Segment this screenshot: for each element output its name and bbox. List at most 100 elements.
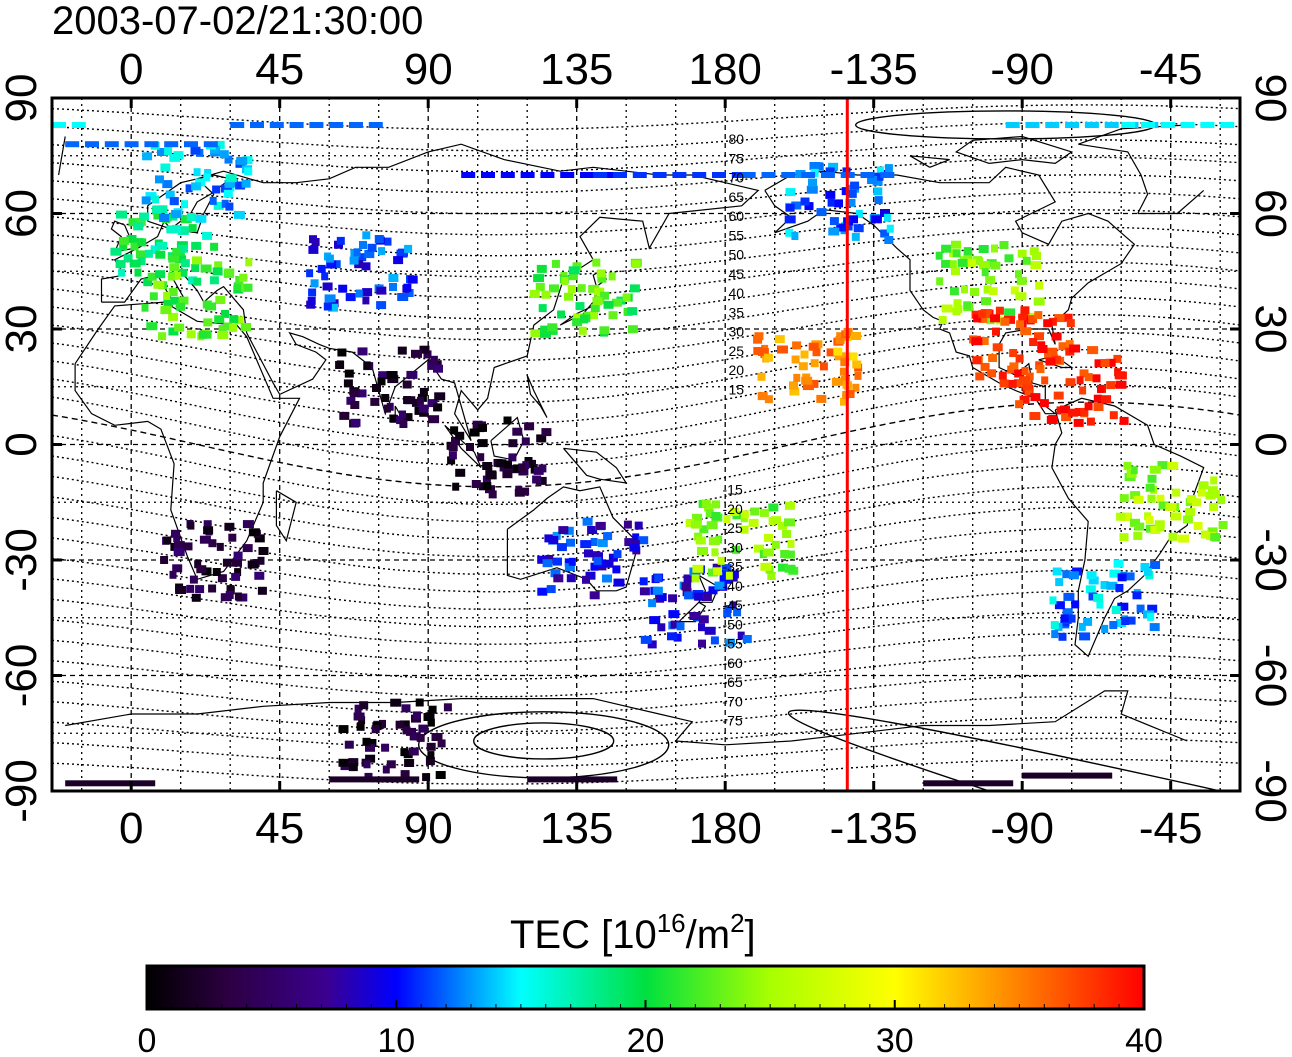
tec-cell xyxy=(244,167,253,176)
tec-cell xyxy=(338,284,348,293)
tec-cell xyxy=(208,584,217,593)
tec-cell xyxy=(580,172,594,178)
tec-cell xyxy=(777,345,788,354)
tec-cell xyxy=(163,291,171,300)
tec-cell xyxy=(584,549,593,558)
contour-label: 35 xyxy=(729,304,745,320)
tec-cell xyxy=(143,278,153,287)
tec-cell xyxy=(1033,297,1045,306)
tec-cell xyxy=(203,330,212,339)
tec-cell xyxy=(676,622,685,631)
tec-cell xyxy=(1085,585,1096,594)
tec-cell xyxy=(163,536,172,545)
tec-cell xyxy=(975,372,985,381)
tec-cell xyxy=(477,439,488,448)
tec-cell xyxy=(1020,327,1032,336)
tec-cell xyxy=(886,224,894,233)
tec-cell xyxy=(1052,567,1062,576)
contour-labels: 80 75 70 65 60 55 50 45 40 35 30 25 20 15 -15 -20 -25 -30… xyxy=(723,131,745,728)
tec-cell xyxy=(324,294,336,303)
tec-cell xyxy=(873,187,883,196)
tec-cell xyxy=(623,520,632,529)
tec-cell xyxy=(853,224,864,233)
tec-cell xyxy=(248,528,260,537)
contour-line xyxy=(52,527,1240,593)
tec-cell xyxy=(257,586,267,595)
tec-cell xyxy=(258,547,269,555)
tec-cell xyxy=(184,141,198,148)
tec-cell xyxy=(1124,616,1136,625)
tec-cell xyxy=(553,557,562,566)
tec-cell xyxy=(672,172,687,178)
tec-cell xyxy=(840,358,850,367)
tec-cell xyxy=(557,310,566,319)
tec-cell xyxy=(376,286,387,295)
tec-cell xyxy=(1220,122,1235,128)
coastline xyxy=(909,155,950,168)
tec-cell xyxy=(697,547,708,555)
contour-line xyxy=(52,611,1240,663)
tec-cell xyxy=(1061,413,1072,422)
tec-cell xyxy=(168,312,179,321)
lat-tick-label: 90 xyxy=(0,74,46,123)
tec-cell xyxy=(1005,122,1020,128)
tec-cell xyxy=(988,287,998,296)
tec-cell xyxy=(784,564,796,573)
tec-cell xyxy=(1217,496,1226,505)
tec-cell xyxy=(1149,465,1161,474)
tec-cell xyxy=(761,172,776,178)
tec-cell xyxy=(362,296,370,305)
tec-cell xyxy=(602,574,612,583)
tec-cell xyxy=(482,462,493,470)
tec-cell xyxy=(393,256,404,265)
tec-cell xyxy=(792,341,802,350)
tec-cell xyxy=(361,262,371,271)
tec-cell xyxy=(608,311,618,320)
tec-cell xyxy=(218,325,227,333)
tec-cell xyxy=(1113,354,1122,363)
tec-cell xyxy=(178,296,189,305)
tec-cell xyxy=(443,703,452,712)
tec-cell xyxy=(119,242,128,251)
tec-cell xyxy=(1185,508,1196,517)
tec-cell xyxy=(1130,491,1141,500)
tec-cell xyxy=(963,251,973,260)
tec-cell xyxy=(785,228,794,237)
tec-cell xyxy=(600,291,609,300)
tec-cell xyxy=(1116,512,1126,521)
tec-cell xyxy=(1093,593,1104,602)
tec-cell xyxy=(428,705,437,714)
tec-cell xyxy=(404,289,414,297)
tec-cell xyxy=(399,720,410,729)
tec-cell xyxy=(428,415,440,424)
tec-cell xyxy=(627,307,638,316)
tec-cell xyxy=(1211,490,1220,498)
contour-line xyxy=(52,314,1240,383)
tec-cell xyxy=(1147,474,1157,483)
tec-cell xyxy=(431,733,443,741)
tec-cell xyxy=(1080,407,1089,416)
tec-cell xyxy=(224,522,235,531)
tec-cell xyxy=(721,564,732,573)
contour-line xyxy=(52,758,1240,785)
tec-cell xyxy=(833,347,843,356)
tec-cell xyxy=(180,215,192,224)
tec-cell xyxy=(608,272,616,281)
tec-cell xyxy=(209,276,219,285)
tec-cell xyxy=(344,369,354,378)
contour-label: -30 xyxy=(723,539,743,555)
tec-cell xyxy=(971,337,983,346)
tec-cell xyxy=(816,394,827,403)
tec-cell xyxy=(160,556,169,564)
lon-tick-label: 0 xyxy=(119,804,143,853)
tec-cell xyxy=(1092,374,1101,383)
tec-cell xyxy=(1016,276,1027,285)
tec-cell xyxy=(228,533,237,542)
tec-cell xyxy=(593,556,602,565)
tec-cell xyxy=(357,347,368,356)
tec-cell xyxy=(365,743,375,752)
tec-cell xyxy=(223,322,233,331)
tec-cell xyxy=(722,570,730,579)
tec-cell xyxy=(836,223,848,232)
tec-cell xyxy=(1115,584,1124,592)
